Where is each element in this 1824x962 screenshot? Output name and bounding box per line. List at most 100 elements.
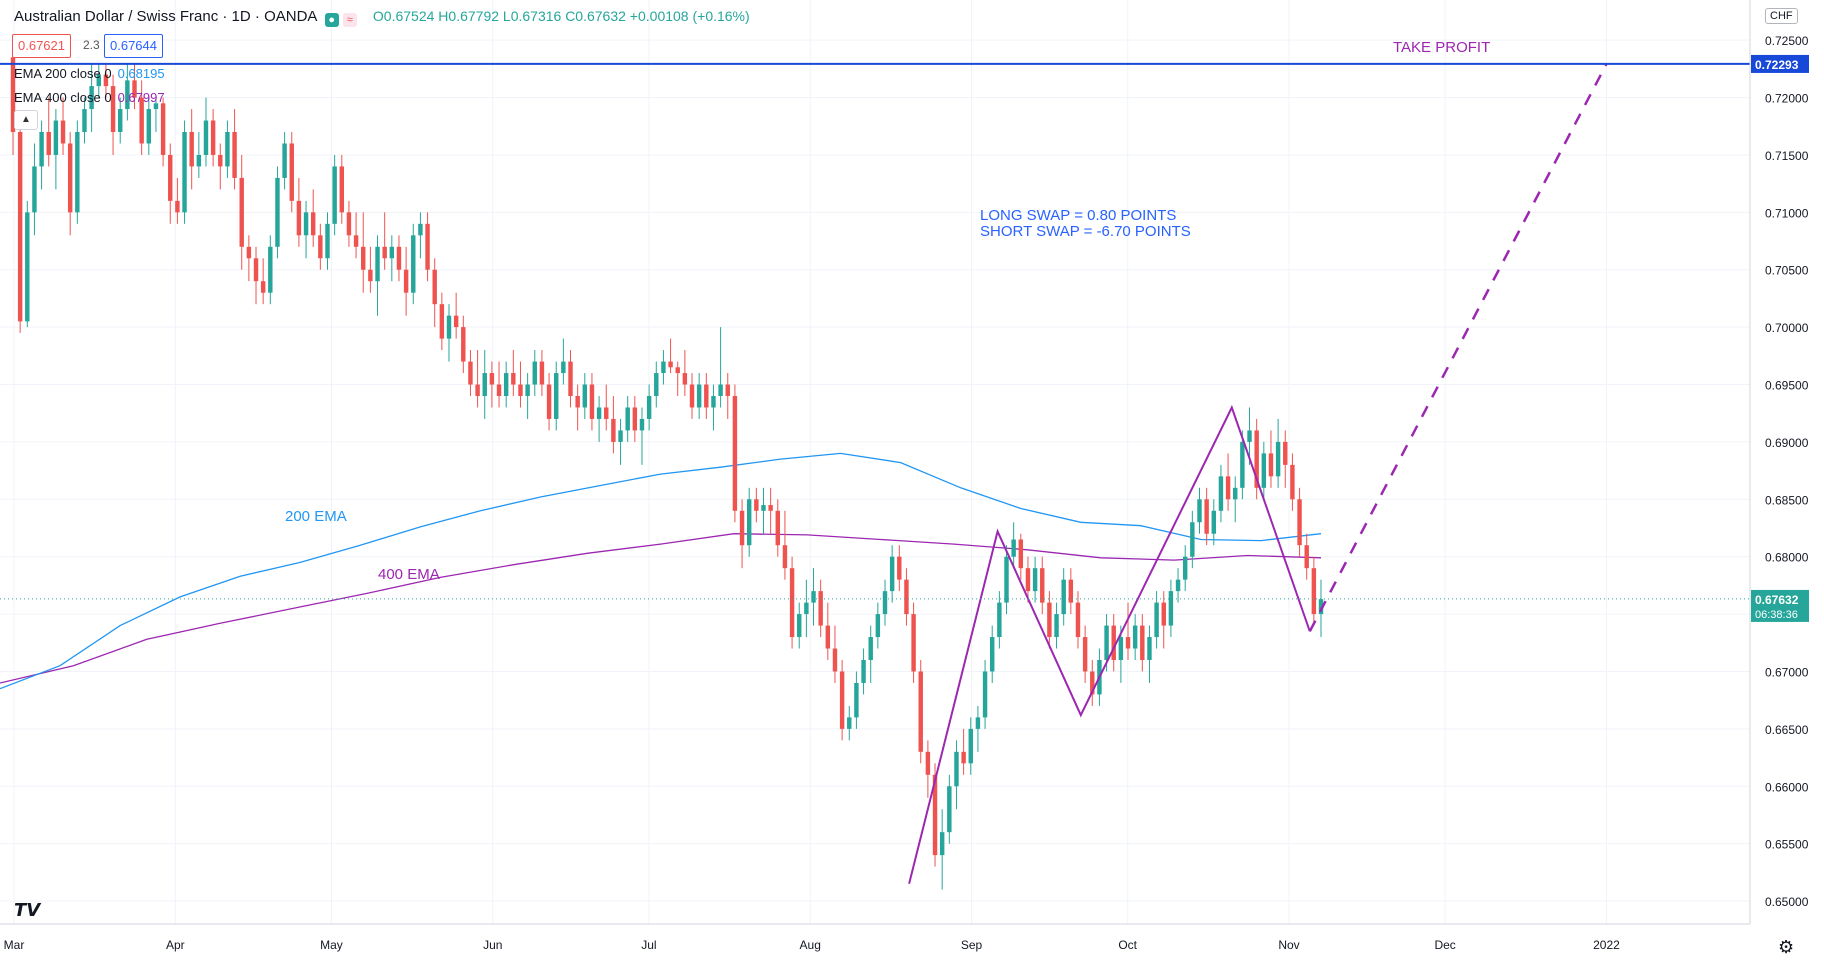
y-tick-label: 0.70500	[1765, 264, 1809, 278]
candle	[518, 361, 523, 408]
candle	[210, 109, 216, 167]
candle	[832, 625, 838, 683]
candle-body	[754, 499, 759, 511]
pattern-line	[908, 404, 1311, 885]
y-tick-label: 0.69500	[1765, 379, 1809, 393]
candle	[604, 384, 609, 431]
candle	[525, 373, 530, 419]
candle-body	[732, 396, 738, 511]
candle-body	[1175, 579, 1181, 592]
candle-body	[175, 200, 180, 213]
candle-body	[396, 246, 402, 270]
candle	[897, 545, 902, 592]
candle-body	[1240, 441, 1245, 488]
candle-body	[568, 361, 573, 396]
candle	[1283, 430, 1288, 488]
candle-body	[67, 143, 73, 213]
candle-body	[1161, 602, 1166, 626]
candle-body	[868, 637, 873, 660]
candle	[632, 396, 638, 442]
candle-body	[832, 648, 838, 672]
candle-body	[82, 109, 87, 132]
candle-body	[511, 373, 516, 385]
bid-price-box[interactable]: 0.67621	[12, 34, 71, 58]
candle-body	[696, 384, 702, 408]
x-tick-label: Aug	[800, 938, 821, 952]
candle	[1290, 453, 1295, 511]
candle-body	[739, 510, 745, 546]
long-swap-annotation: LONG SWAP = 0.80 POINTS	[980, 207, 1176, 224]
candle-body	[661, 361, 666, 374]
candle-body	[60, 120, 66, 144]
currency-button[interactable]: CHF	[1765, 8, 1798, 24]
candle-body	[1032, 568, 1038, 592]
candle	[704, 373, 709, 419]
ask-price-box[interactable]: 0.67644	[104, 34, 163, 58]
eye-icon[interactable]: ●	[324, 13, 339, 27]
candle	[196, 132, 202, 178]
candle-body	[939, 832, 945, 856]
candle-body	[768, 505, 773, 511]
candle	[739, 499, 745, 569]
take-profit-price-tag	[1751, 54, 1809, 73]
candle	[1261, 441, 1267, 500]
candle	[825, 602, 831, 660]
candle	[175, 177, 180, 224]
candle-body	[468, 361, 473, 385]
candle	[789, 556, 795, 649]
candle-body	[225, 132, 230, 167]
candle-body	[746, 499, 752, 546]
tradingview-logo-icon: 𝙏𝙑	[14, 900, 41, 920]
candle-body	[432, 269, 437, 305]
candle-body	[411, 235, 416, 293]
candle-body	[561, 361, 566, 374]
ema-400-legend[interactable]: EMA 400 close 0 0.67997	[14, 90, 165, 105]
candle-body	[1254, 430, 1259, 488]
candle-body	[818, 591, 823, 626]
take-profit-label: TAKE PROFIT	[1393, 39, 1490, 56]
ema-200-legend-label: EMA 200 close 0	[14, 66, 112, 81]
candle	[954, 740, 959, 810]
candle	[32, 143, 37, 236]
symbol-title[interactable]: Australian Dollar / Swiss Franc · 1D · O…	[14, 8, 317, 25]
candle	[339, 154, 345, 224]
candle-body	[961, 751, 966, 764]
candle	[1090, 660, 1095, 706]
candle-body	[1275, 441, 1281, 477]
candle	[89, 63, 94, 132]
candle-body	[246, 246, 252, 259]
candle-body	[96, 74, 101, 87]
candle	[811, 568, 816, 626]
candle-body	[496, 384, 502, 396]
candle-body	[339, 166, 345, 213]
candle	[797, 602, 802, 649]
candle-body	[189, 132, 194, 167]
y-tick-label: 0.68000	[1765, 551, 1809, 565]
candle-body	[1047, 602, 1052, 638]
candle	[718, 327, 723, 408]
candle-body	[854, 682, 859, 718]
wave-icon[interactable]: ≈	[342, 13, 357, 27]
overlay-group: TAKE PROFIT LONG SWAP = 0.80 POINTSSHORT …	[0, 39, 1750, 600]
gear-icon[interactable]: ⚙	[1778, 937, 1795, 957]
candle-body	[539, 361, 545, 385]
candle-body	[353, 235, 359, 247]
candle-body	[553, 373, 559, 419]
candle	[611, 396, 616, 454]
candle	[346, 200, 352, 247]
candle-body	[1040, 568, 1045, 603]
collapse-legend-button[interactable]: ▲	[14, 110, 38, 130]
ema-400-annotation: 400 EMA	[378, 566, 440, 583]
candle-body	[589, 384, 595, 419]
candle-body	[1297, 499, 1302, 546]
candle-body	[839, 671, 845, 729]
candle-body	[1290, 464, 1295, 500]
candle-body	[382, 246, 387, 259]
candle-body	[260, 281, 266, 293]
candle-body	[989, 637, 995, 672]
candle	[854, 671, 859, 729]
ema-200-legend[interactable]: EMA 200 close 0 0.68195	[14, 66, 165, 81]
pattern-group	[908, 63, 1608, 885]
candle	[1182, 545, 1188, 592]
